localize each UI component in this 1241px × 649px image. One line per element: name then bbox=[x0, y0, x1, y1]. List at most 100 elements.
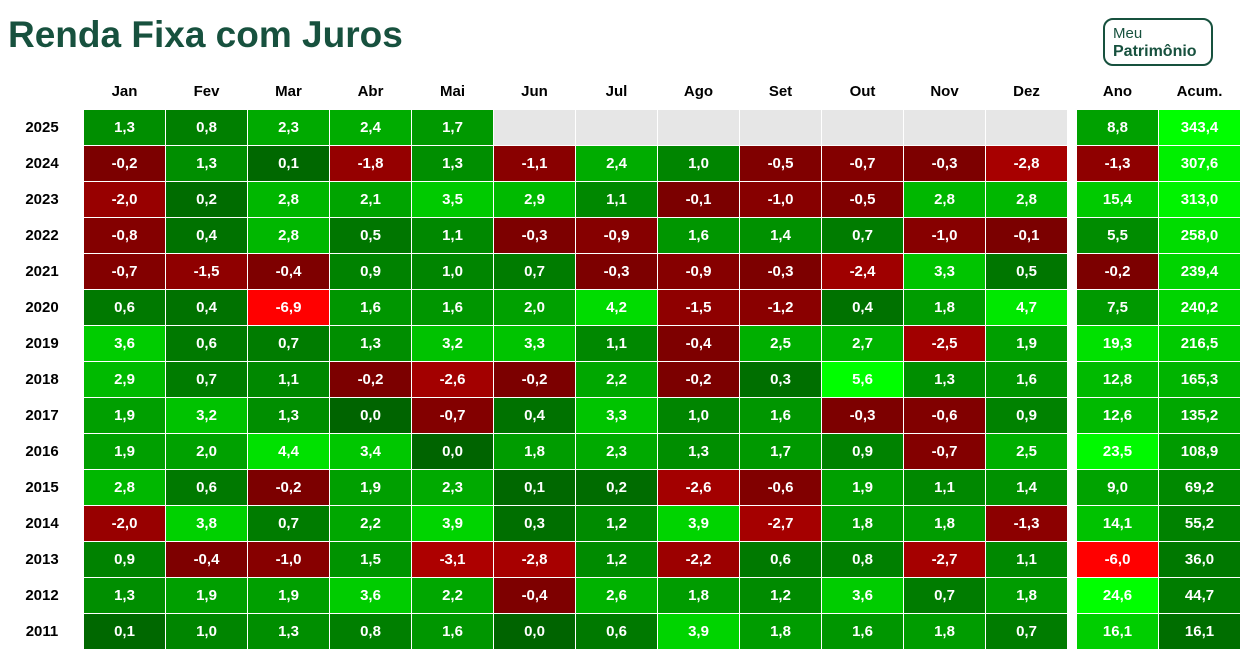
column-header-jan: Jan bbox=[111, 83, 138, 100]
heatmap-cell: 2,4 bbox=[330, 110, 411, 145]
heatmap-cell: 1,6 bbox=[412, 290, 493, 325]
column-header-dez: Dez bbox=[1013, 83, 1040, 100]
annual-return-cell: -6,0 bbox=[1077, 542, 1158, 577]
heatmap-cell: 0,1 bbox=[494, 470, 575, 505]
heatmap-cell: 2,5 bbox=[740, 326, 821, 361]
logo-line-1: Meu bbox=[1113, 25, 1143, 42]
heatmap-cell: -0,3 bbox=[822, 398, 903, 433]
heatmap-cell: 1,0 bbox=[658, 398, 739, 433]
year-label: 2022 bbox=[25, 227, 59, 244]
year-label: 2015 bbox=[25, 479, 59, 496]
heatmap-cell: 0,5 bbox=[330, 218, 411, 253]
heatmap-cell: 0,9 bbox=[330, 254, 411, 289]
heatmap-cell: 1,1 bbox=[986, 542, 1067, 577]
heatmap-cell: 1,8 bbox=[904, 614, 985, 649]
year-label: 2021 bbox=[25, 263, 59, 280]
heatmap-cell: -2,6 bbox=[658, 470, 739, 505]
column-header-mar: Mar bbox=[275, 83, 302, 100]
heatmap-cell: -3,1 bbox=[412, 542, 493, 577]
heatmap-cell: -0,7 bbox=[822, 146, 903, 181]
column-header-mai: Mai bbox=[439, 83, 465, 100]
heatmap-cell: 1,2 bbox=[576, 506, 657, 541]
heatmap-cell: 5,6 bbox=[822, 362, 903, 397]
annual-return-cell: 9,0 bbox=[1077, 470, 1158, 505]
heatmap-cell: 1,6 bbox=[740, 398, 821, 433]
heatmap-cell-empty bbox=[822, 110, 903, 145]
year-label: 2016 bbox=[25, 443, 59, 460]
heatmap-cell: 3,8 bbox=[166, 506, 247, 541]
heatmap-cell: -0,7 bbox=[84, 254, 165, 289]
heatmap-cell: -1,5 bbox=[166, 254, 247, 289]
heatmap-cell: -1,1 bbox=[494, 146, 575, 181]
accumulated-return-cell: 69,2 bbox=[1159, 470, 1240, 505]
heatmap-cell: -0,2 bbox=[658, 362, 739, 397]
brand-logo: Meu Patrimônio bbox=[1103, 18, 1213, 66]
heatmap-cell: 3,2 bbox=[166, 398, 247, 433]
heatmap-cell: 1,8 bbox=[822, 506, 903, 541]
heatmap-cell: -2,5 bbox=[904, 326, 985, 361]
heatmap-cell: 0,2 bbox=[166, 182, 247, 217]
heatmap-cell: 2,7 bbox=[822, 326, 903, 361]
heatmap-cell: 0,9 bbox=[822, 434, 903, 469]
heatmap-cell: 4,4 bbox=[248, 434, 329, 469]
heatmap-cell: 0,7 bbox=[248, 326, 329, 361]
heatmap-cell: -0,4 bbox=[494, 578, 575, 613]
heatmap-cell: 1,4 bbox=[986, 470, 1067, 505]
heatmap-cell: 2,8 bbox=[248, 182, 329, 217]
heatmap-cell: 0,9 bbox=[986, 398, 1067, 433]
heatmap-cell: 0,6 bbox=[576, 614, 657, 649]
heatmap-cell: 1,4 bbox=[740, 218, 821, 253]
heatmap-cell: 0,2 bbox=[576, 470, 657, 505]
heatmap-cell: 1,8 bbox=[904, 506, 985, 541]
heatmap-cell: 1,9 bbox=[166, 578, 247, 613]
summary-header-0: Ano bbox=[1102, 83, 1133, 100]
logo-line-2: Patrimônio bbox=[1113, 43, 1197, 60]
heatmap-cell: 3,2 bbox=[412, 326, 493, 361]
heatmap-cell: 1,6 bbox=[986, 362, 1067, 397]
heatmap-cell: -0,2 bbox=[330, 362, 411, 397]
heatmap-cell: 1,8 bbox=[986, 578, 1067, 613]
heatmap-cell: -0,3 bbox=[494, 218, 575, 253]
accumulated-return-cell: 313,0 bbox=[1159, 182, 1240, 217]
annual-return-cell: 8,8 bbox=[1077, 110, 1158, 145]
heatmap-cell: 2,3 bbox=[576, 434, 657, 469]
accumulated-return-cell: 108,9 bbox=[1159, 434, 1240, 469]
heatmap-cell: -2,8 bbox=[494, 542, 575, 577]
heatmap-cell: 1,1 bbox=[576, 182, 657, 217]
heatmap-cell: 1,3 bbox=[412, 146, 493, 181]
heatmap-cell: 0,0 bbox=[412, 434, 493, 469]
heatmap-cell: -0,4 bbox=[248, 254, 329, 289]
heatmap-cell: 0,8 bbox=[166, 110, 247, 145]
accumulated-return-cell: 307,6 bbox=[1159, 146, 1240, 181]
heatmap-cell: -0,2 bbox=[494, 362, 575, 397]
heatmap-cell: 1,1 bbox=[576, 326, 657, 361]
heatmap-cell: 4,7 bbox=[986, 290, 1067, 325]
heatmap-cell: 1,8 bbox=[740, 614, 821, 649]
heatmap-cell: 0,0 bbox=[330, 398, 411, 433]
heatmap-cell: -2,4 bbox=[822, 254, 903, 289]
heatmap-cell: 1,6 bbox=[412, 614, 493, 649]
column-header-jul: Jul bbox=[605, 83, 628, 100]
heatmap-cell: -1,3 bbox=[986, 506, 1067, 541]
page-title: Renda Fixa com Juros bbox=[8, 14, 403, 55]
heatmap-cell: 0,9 bbox=[84, 542, 165, 577]
heatmap-cell: 0,4 bbox=[166, 290, 247, 325]
heatmap-cell: 0,8 bbox=[822, 542, 903, 577]
heatmap-cell: 1,2 bbox=[740, 578, 821, 613]
heatmap-cell: 3,3 bbox=[576, 398, 657, 433]
year-label: 2017 bbox=[25, 407, 59, 424]
heatmap-cell: 1,8 bbox=[904, 290, 985, 325]
heatmap-cell: 1,9 bbox=[986, 326, 1067, 361]
heatmap-cell: 2,3 bbox=[248, 110, 329, 145]
heatmap-cell: -0,9 bbox=[658, 254, 739, 289]
heatmap-cell: 1,5 bbox=[330, 542, 411, 577]
heatmap-cell: 1,3 bbox=[84, 578, 165, 613]
heatmap-cell: 3,5 bbox=[412, 182, 493, 217]
heatmap-cell: 1,0 bbox=[412, 254, 493, 289]
heatmap-cell: 3,4 bbox=[330, 434, 411, 469]
heatmap-cell: 1,3 bbox=[330, 326, 411, 361]
heatmap-cell-empty bbox=[904, 110, 985, 145]
heatmap-cell: -0,9 bbox=[576, 218, 657, 253]
accumulated-return-cell: 258,0 bbox=[1159, 218, 1240, 253]
column-header-ago: Ago bbox=[683, 83, 714, 100]
